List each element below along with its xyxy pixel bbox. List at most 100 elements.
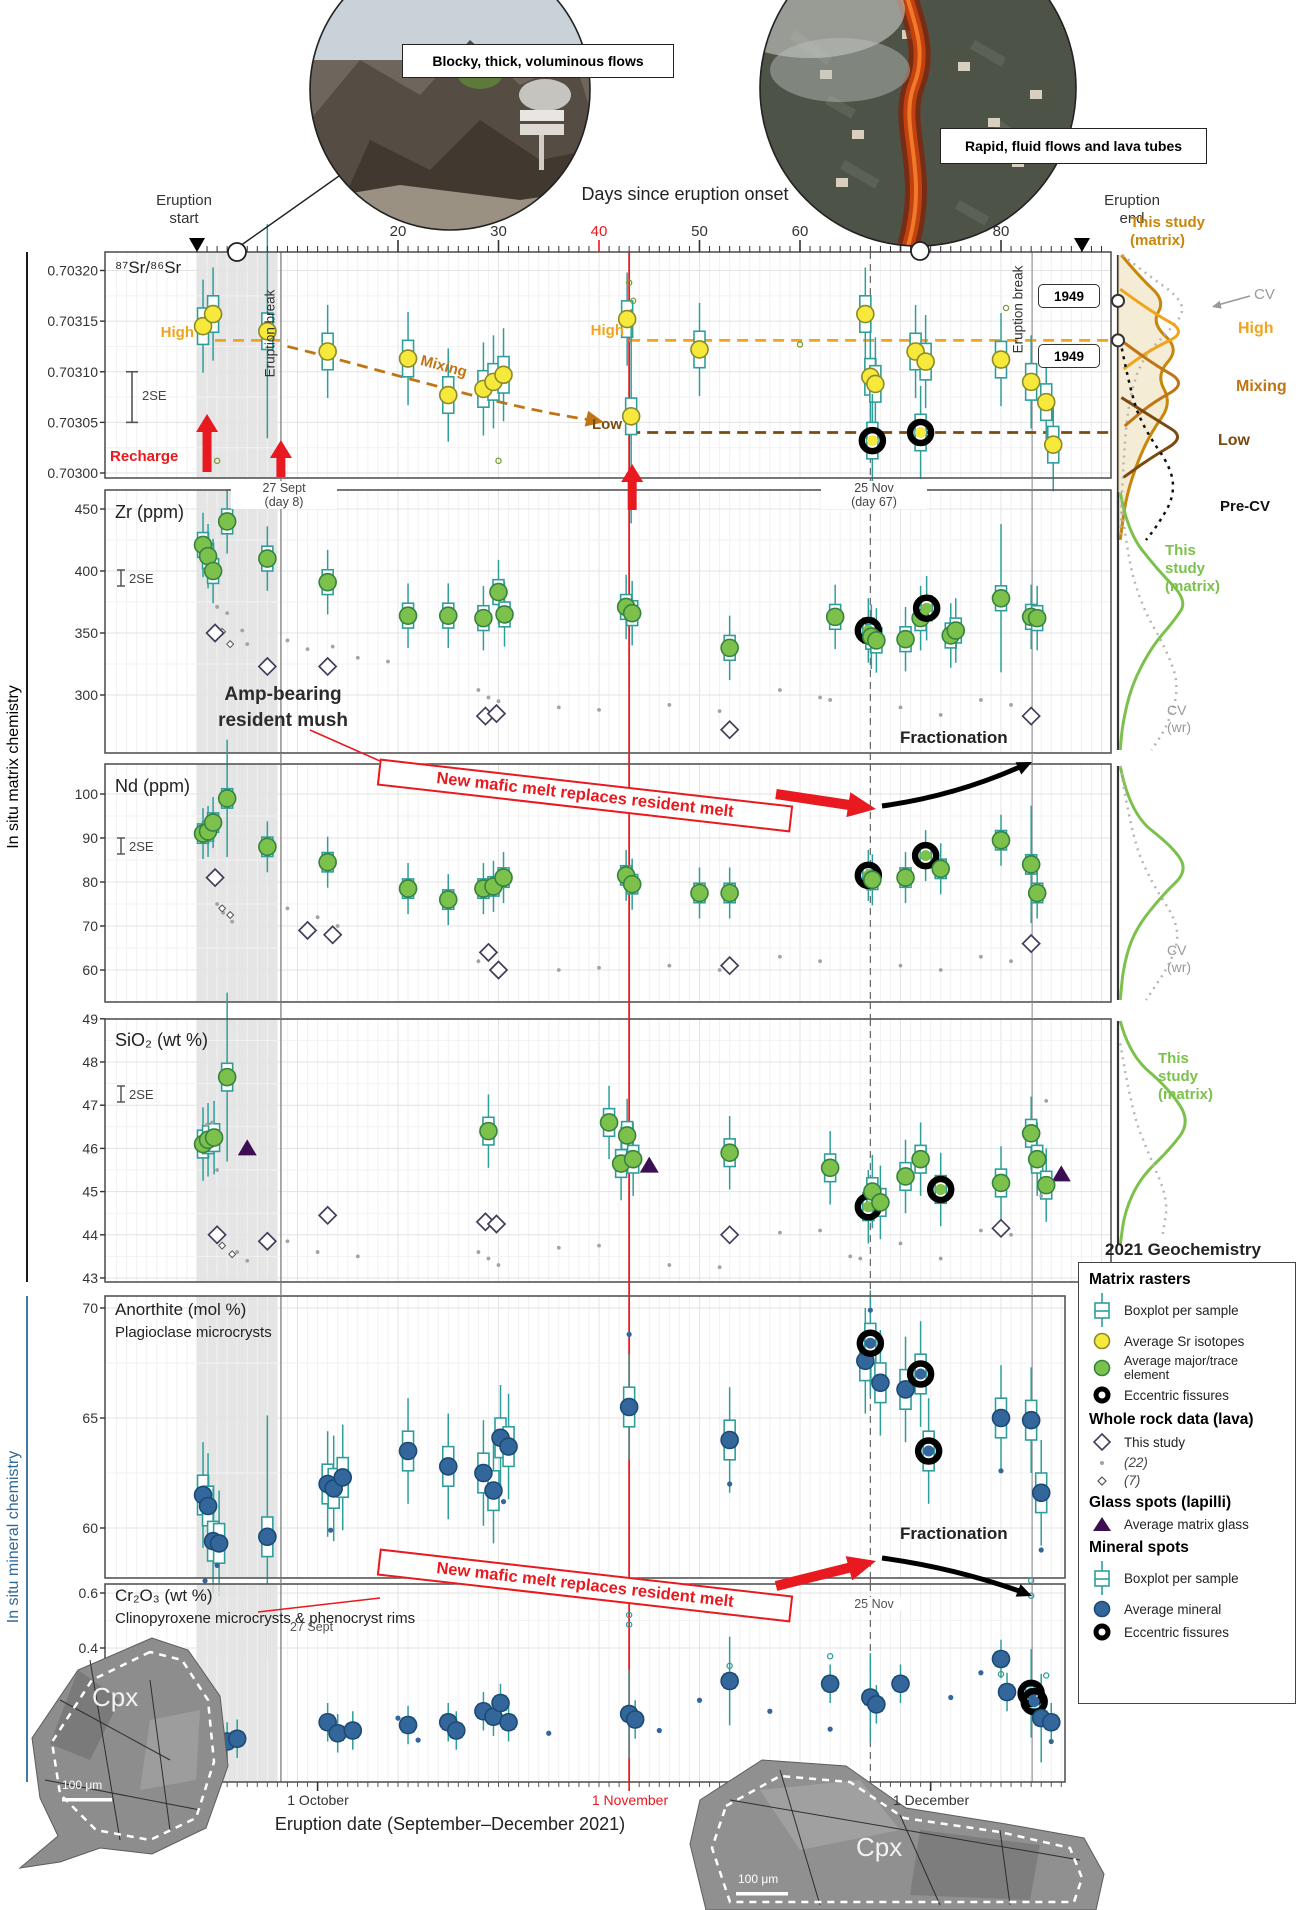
data-point (921, 602, 933, 614)
small-dot (476, 688, 481, 692)
eruption-break-label-2: Eruption break (1010, 265, 1026, 354)
small-dot (818, 695, 822, 700)
y-tick-label: 44 (82, 1227, 98, 1243)
data-point (1027, 608, 1047, 628)
data-point (1041, 1712, 1061, 1732)
zr-density-cv-l2: (wr) (1167, 719, 1192, 735)
sr-density-high-label: High (1238, 320, 1274, 337)
building (988, 118, 1000, 127)
recharge-arrow-head (196, 414, 219, 432)
data-point (915, 427, 927, 438)
y-tick-label: 100 (75, 786, 99, 802)
tiny-diamond (226, 640, 235, 649)
data-point (258, 321, 277, 341)
data-point (1036, 1175, 1056, 1195)
outlier-dot (625, 1611, 633, 1619)
data-point (866, 435, 878, 447)
photo-right-anchor (910, 241, 930, 261)
small-dot (355, 655, 360, 660)
data-point (1027, 883, 1047, 903)
data-point (438, 890, 458, 909)
sr-density-precv-label: Pre-CV (1220, 498, 1271, 515)
data-point (446, 1721, 466, 1740)
small-dot (1038, 1547, 1044, 1553)
eccentric-ring (911, 841, 940, 870)
legend-item-ref22: (22) (1089, 1455, 1285, 1470)
building (836, 178, 848, 187)
crack (899, 1814, 941, 1906)
zr-density-study-l1: This (1165, 542, 1196, 559)
data-point (318, 572, 337, 592)
y-tick-label: 80 (82, 874, 98, 890)
y-tick-label: 0.70300 (47, 465, 98, 481)
small-dot (496, 1263, 501, 1267)
y-tick-label: 400 (75, 563, 99, 579)
legend-item-eccentric2: Eccentric fissures (1089, 1622, 1285, 1642)
wholerock-diamond (478, 942, 499, 963)
photo-left-border (309, 0, 591, 231)
density-curve (1118, 491, 1185, 751)
data-point (825, 607, 845, 627)
data-point (820, 1158, 840, 1178)
photo-left-anchor (227, 242, 247, 262)
legend-item-eccentric: Eccentric fissures (1089, 1385, 1285, 1405)
se2-zr: 2SE (116, 568, 154, 588)
errorbar-icon (117, 569, 125, 587)
legend-section-glass: Glass spots (lapilli) (1089, 1494, 1232, 1511)
small-dot (979, 698, 983, 702)
building (820, 70, 832, 79)
data-point (1027, 1149, 1047, 1169)
y-tick-label: 70 (82, 1300, 98, 1316)
data-point (1021, 855, 1041, 874)
small-dot (245, 1258, 250, 1263)
arrowhead (846, 792, 876, 818)
data-point (619, 1397, 639, 1417)
small-dot (948, 1694, 954, 1701)
data-point (690, 883, 709, 903)
small-dot (500, 1499, 507, 1505)
panel-frame (104, 251, 1112, 479)
crack (779, 1769, 821, 1906)
density-curve (1119, 340, 1175, 541)
data-point (720, 883, 739, 903)
errorbar-icon (117, 837, 125, 855)
crack (59, 1699, 171, 1761)
data-point (489, 582, 508, 602)
cr-25nov-label: 25 Nov (838, 1597, 910, 1611)
data-point (227, 1729, 247, 1749)
panel-zr-graphics: 450 400 350 300 (75, 489, 1112, 754)
small-dot (898, 963, 903, 968)
small-dot (818, 959, 822, 964)
amp-mush-line2: resident mush (218, 710, 348, 731)
tiny-diamond (226, 910, 235, 920)
small-dot (202, 1578, 208, 1584)
y-tick-label: 300 (75, 687, 99, 703)
legend-item-boxplot: Boxplot per sample (1089, 1292, 1285, 1328)
sio2-density-study-l2: study (1158, 1068, 1199, 1085)
wholerock-diamond (719, 720, 740, 740)
eruption-start-triangle (189, 238, 205, 252)
small-dot (386, 659, 390, 664)
data-point (617, 1126, 637, 1145)
arrowhead (1015, 1584, 1032, 1597)
data-point (931, 859, 951, 879)
small-dot (315, 1250, 320, 1254)
wholerock-diamond (317, 656, 338, 677)
data-point (862, 1201, 874, 1213)
legend-section-mineral: Mineral spots (1089, 1539, 1189, 1556)
panel-frame (104, 763, 1112, 1003)
eruption-end-triangle (1074, 238, 1090, 252)
wholerock-diamond (317, 1205, 338, 1226)
smoke (770, 38, 910, 102)
zr-density-study-l2: study (1165, 560, 1206, 577)
sio2-density-study-l3: (matrix) (1158, 1086, 1214, 1103)
zr-density-strip (1116, 491, 1185, 751)
data-point (343, 1721, 363, 1740)
small-dot (230, 919, 235, 924)
wholerock-diamond (991, 1218, 1011, 1239)
se2-zr-text: 2SE (129, 570, 154, 586)
arrowhead (1015, 762, 1032, 775)
small-dot (330, 644, 335, 649)
sio2-density-study-l1: This (1158, 1050, 1189, 1067)
sr-density-cv-label: CV (1254, 286, 1275, 303)
